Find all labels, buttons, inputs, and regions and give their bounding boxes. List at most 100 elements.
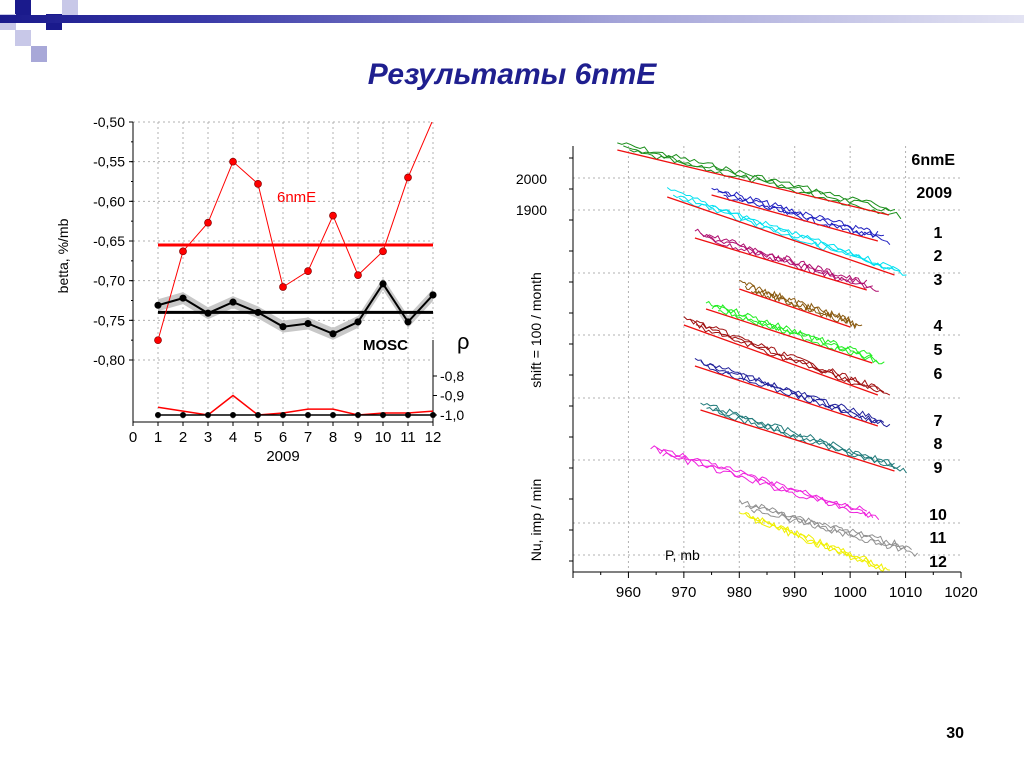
x-tick-label: 7 [304, 429, 312, 446]
month-label: 3 [934, 272, 943, 289]
trend-line-month-7 [683, 324, 879, 396]
series-line-mosc [157, 282, 433, 335]
trend-line-month-8 [694, 365, 879, 427]
trend-line-month-6 [705, 308, 873, 364]
mosc-band [158, 277, 433, 340]
month-label: 6 [934, 366, 943, 383]
x-tick-label: 990 [782, 584, 807, 601]
data-point-6nme [229, 157, 237, 166]
corner-decoration [0, 0, 80, 64]
betta-monthly-chart: -0,50-0,55-0,60-0,65-0,70-0,75-0,800 1 2 3 4… [55, 114, 470, 465]
x-axis-title: P, mb [665, 547, 700, 563]
series-line-month-10 [662, 452, 880, 521]
series-line-month-4 [694, 228, 868, 284]
x-tick-label: 9 [354, 429, 362, 446]
month-label: 4 [934, 318, 943, 335]
data-point-6nme [204, 218, 212, 227]
data-point-mosc [329, 330, 337, 338]
x-tick-label: 960 [616, 584, 641, 601]
series-label-6nme: 6nmE [277, 189, 316, 206]
x-tick-label: 5 [254, 429, 262, 446]
data-point-6nme [279, 283, 287, 291]
series-line-month-7 [695, 324, 891, 396]
month-label: 5 [934, 342, 943, 359]
month-label: 2 [934, 248, 943, 265]
data-point-6nme [254, 180, 262, 188]
rho-axis-title: ρ [457, 329, 470, 354]
series-line-month-11 [750, 509, 918, 557]
rho-point [180, 412, 186, 418]
x-tick-label: 0 [129, 429, 137, 446]
rho-point [155, 412, 161, 418]
series-line-month-9 [712, 409, 907, 474]
data-point-6nme [304, 267, 312, 275]
data-point-6nme [179, 247, 187, 256]
data-point-mosc [354, 318, 362, 326]
data-point-mosc [204, 309, 212, 317]
y-tick-label: -0,65 [93, 233, 125, 249]
series-line-month-10 [656, 447, 874, 519]
y-tick-label: -0,60 [93, 193, 125, 209]
y-axis-title: betta, %/mb [55, 218, 71, 293]
trend-line-month-9 [700, 409, 895, 472]
data-point-mosc [304, 319, 312, 328]
series-line-month-1 [629, 149, 902, 220]
data-point-mosc [279, 323, 287, 331]
x-axis-title: 2009 [266, 448, 299, 465]
x-tick-label: 4 [229, 429, 237, 446]
rho-point [205, 412, 211, 418]
y-axis-title: Nu, imp / min [528, 479, 544, 561]
y-tick-label: -0,55 [93, 154, 125, 170]
x-tick-label: 980 [727, 584, 752, 601]
rho-tick-label: -0,8 [440, 368, 464, 384]
series-line-month-12 [739, 512, 878, 566]
series-line-month-5 [744, 285, 857, 328]
pressure-regression-chart: 960 970 980 990 1000 1010 1020 2000 1900 Nu, imp … [516, 142, 978, 601]
series-line-month-5 [750, 290, 863, 330]
page-number: 30 [946, 725, 964, 742]
series-line-month-12 [744, 512, 885, 571]
rho-tick-label: -1,0 [440, 407, 464, 423]
y-tick-label: 1900 [516, 202, 547, 218]
month-label: 9 [934, 460, 943, 477]
data-point-mosc [179, 294, 187, 302]
series-line-month-1 [623, 145, 896, 212]
data-point-mosc [229, 298, 237, 306]
series-line-month-3 [678, 197, 907, 276]
chart-subtitle: 2009 [916, 185, 952, 202]
series-line-month-12 [751, 516, 890, 572]
month-label: 11 [930, 530, 947, 547]
trend-line-month-4 [694, 237, 867, 291]
x-tick-label: 8 [329, 429, 337, 446]
data-point-mosc [404, 318, 412, 326]
rho-point [430, 412, 436, 418]
data-point-6nme [329, 211, 337, 220]
series-line-month-8 [694, 357, 879, 422]
series-line-month-5 [739, 279, 851, 322]
month-label: 10 [929, 507, 947, 524]
series-line-month-4 [700, 232, 873, 288]
slide-title: Результаты 6nmE [367, 58, 657, 91]
trend-line-month-1 [617, 149, 890, 216]
series-line-month-4 [706, 236, 879, 292]
trend-line-month-5 [739, 288, 851, 328]
x-tick-label: 1000 [833, 584, 866, 601]
x-tick-label: 12 [425, 429, 442, 446]
x-tick-label: 10 [375, 429, 392, 446]
rho-line [157, 394, 434, 416]
y-tick-label: 2000 [516, 171, 547, 187]
x-tick-label: 1 [154, 429, 162, 446]
series-line-month-3 [666, 187, 895, 271]
data-point-mosc [429, 291, 437, 299]
y-axis-shift-label: shift = 100 / month [528, 272, 544, 388]
series-line-month-7 [689, 318, 885, 393]
x-tick-label: 970 [671, 584, 696, 601]
x-tick-label: 1020 [944, 584, 977, 601]
rho-point [380, 412, 386, 418]
x-tick-label: 6 [279, 429, 287, 446]
series-line-month-2 [711, 187, 879, 236]
title-bar-decoration [0, 15, 1024, 23]
series-line-month-2 [717, 190, 884, 239]
series-line-month-8 [700, 360, 885, 424]
data-point-6nme [154, 336, 162, 345]
